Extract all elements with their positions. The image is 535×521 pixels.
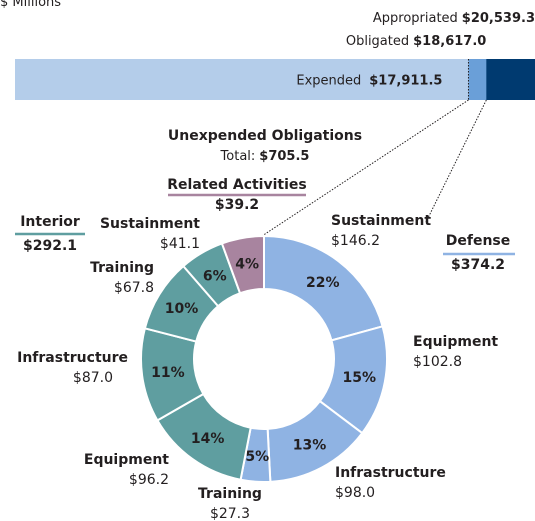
group-value: $374.2: [451, 257, 505, 273]
unit-label: $ Millions: [0, 0, 61, 10]
share-label: 4%: [235, 256, 259, 272]
bar-label: Obligated $18,617.0: [346, 34, 486, 49]
segment-name: Infrastructure: [17, 350, 128, 366]
segment-value: $102.8: [413, 354, 462, 370]
group-name: Defense: [446, 233, 511, 249]
bar-label: Appropriated $20,539.3: [373, 11, 535, 26]
segment-value: $146.2: [331, 233, 380, 249]
bar-label: Expended $17,911.5: [296, 74, 442, 89]
bar-label-name: Appropriated: [373, 11, 458, 26]
segment-name: Equipment: [413, 334, 498, 350]
donut-segment: [220, 234, 265, 295]
bar-label-value: $18,617.0: [413, 34, 486, 49]
segment-value: $67.8: [114, 280, 154, 296]
segment-value: $39.2: [215, 197, 259, 213]
share-label: 13%: [293, 438, 327, 454]
share-label: 14%: [191, 431, 225, 447]
segment-name: Sustainment: [331, 213, 431, 229]
segment-name: Equipment: [84, 452, 169, 468]
segment-name: Sustainment: [100, 216, 200, 232]
group-name: Interior: [20, 214, 80, 230]
donut-total-name: Total:: [220, 149, 256, 164]
share-label: 11%: [151, 365, 185, 381]
donut-total-value: $705.5: [259, 149, 309, 164]
bar-label-value: $20,539.3: [462, 11, 535, 26]
bar: [15, 59, 469, 100]
segment-value: $98.0: [335, 485, 375, 501]
leader-line: [261, 99, 469, 237]
segment-name: Training: [198, 486, 262, 502]
segment-value: $87.0: [73, 370, 113, 386]
bar-label-value: $17,911.5: [369, 74, 442, 89]
share-label: 10%: [165, 301, 199, 317]
group-value: $292.1: [23, 238, 77, 254]
bar-label-name: Obligated: [346, 34, 409, 49]
donut-title: Unexpended Obligations: [168, 128, 362, 144]
segment-name: Related Activities: [167, 177, 306, 193]
share-label: 22%: [306, 275, 340, 291]
leader-line: [425, 99, 487, 223]
donut-total: Total: $705.5: [220, 149, 310, 164]
segment-value: $27.3: [210, 506, 250, 521]
share-label: 15%: [343, 370, 377, 386]
segment-value: $96.2: [129, 472, 169, 488]
bar-label-name: Expended: [296, 74, 361, 89]
share-label: 6%: [203, 268, 227, 284]
share-label: 5%: [245, 449, 269, 465]
segment-name: Infrastructure: [335, 465, 446, 481]
segment-value: $41.1: [160, 236, 200, 252]
segment-name: Training: [90, 260, 154, 276]
